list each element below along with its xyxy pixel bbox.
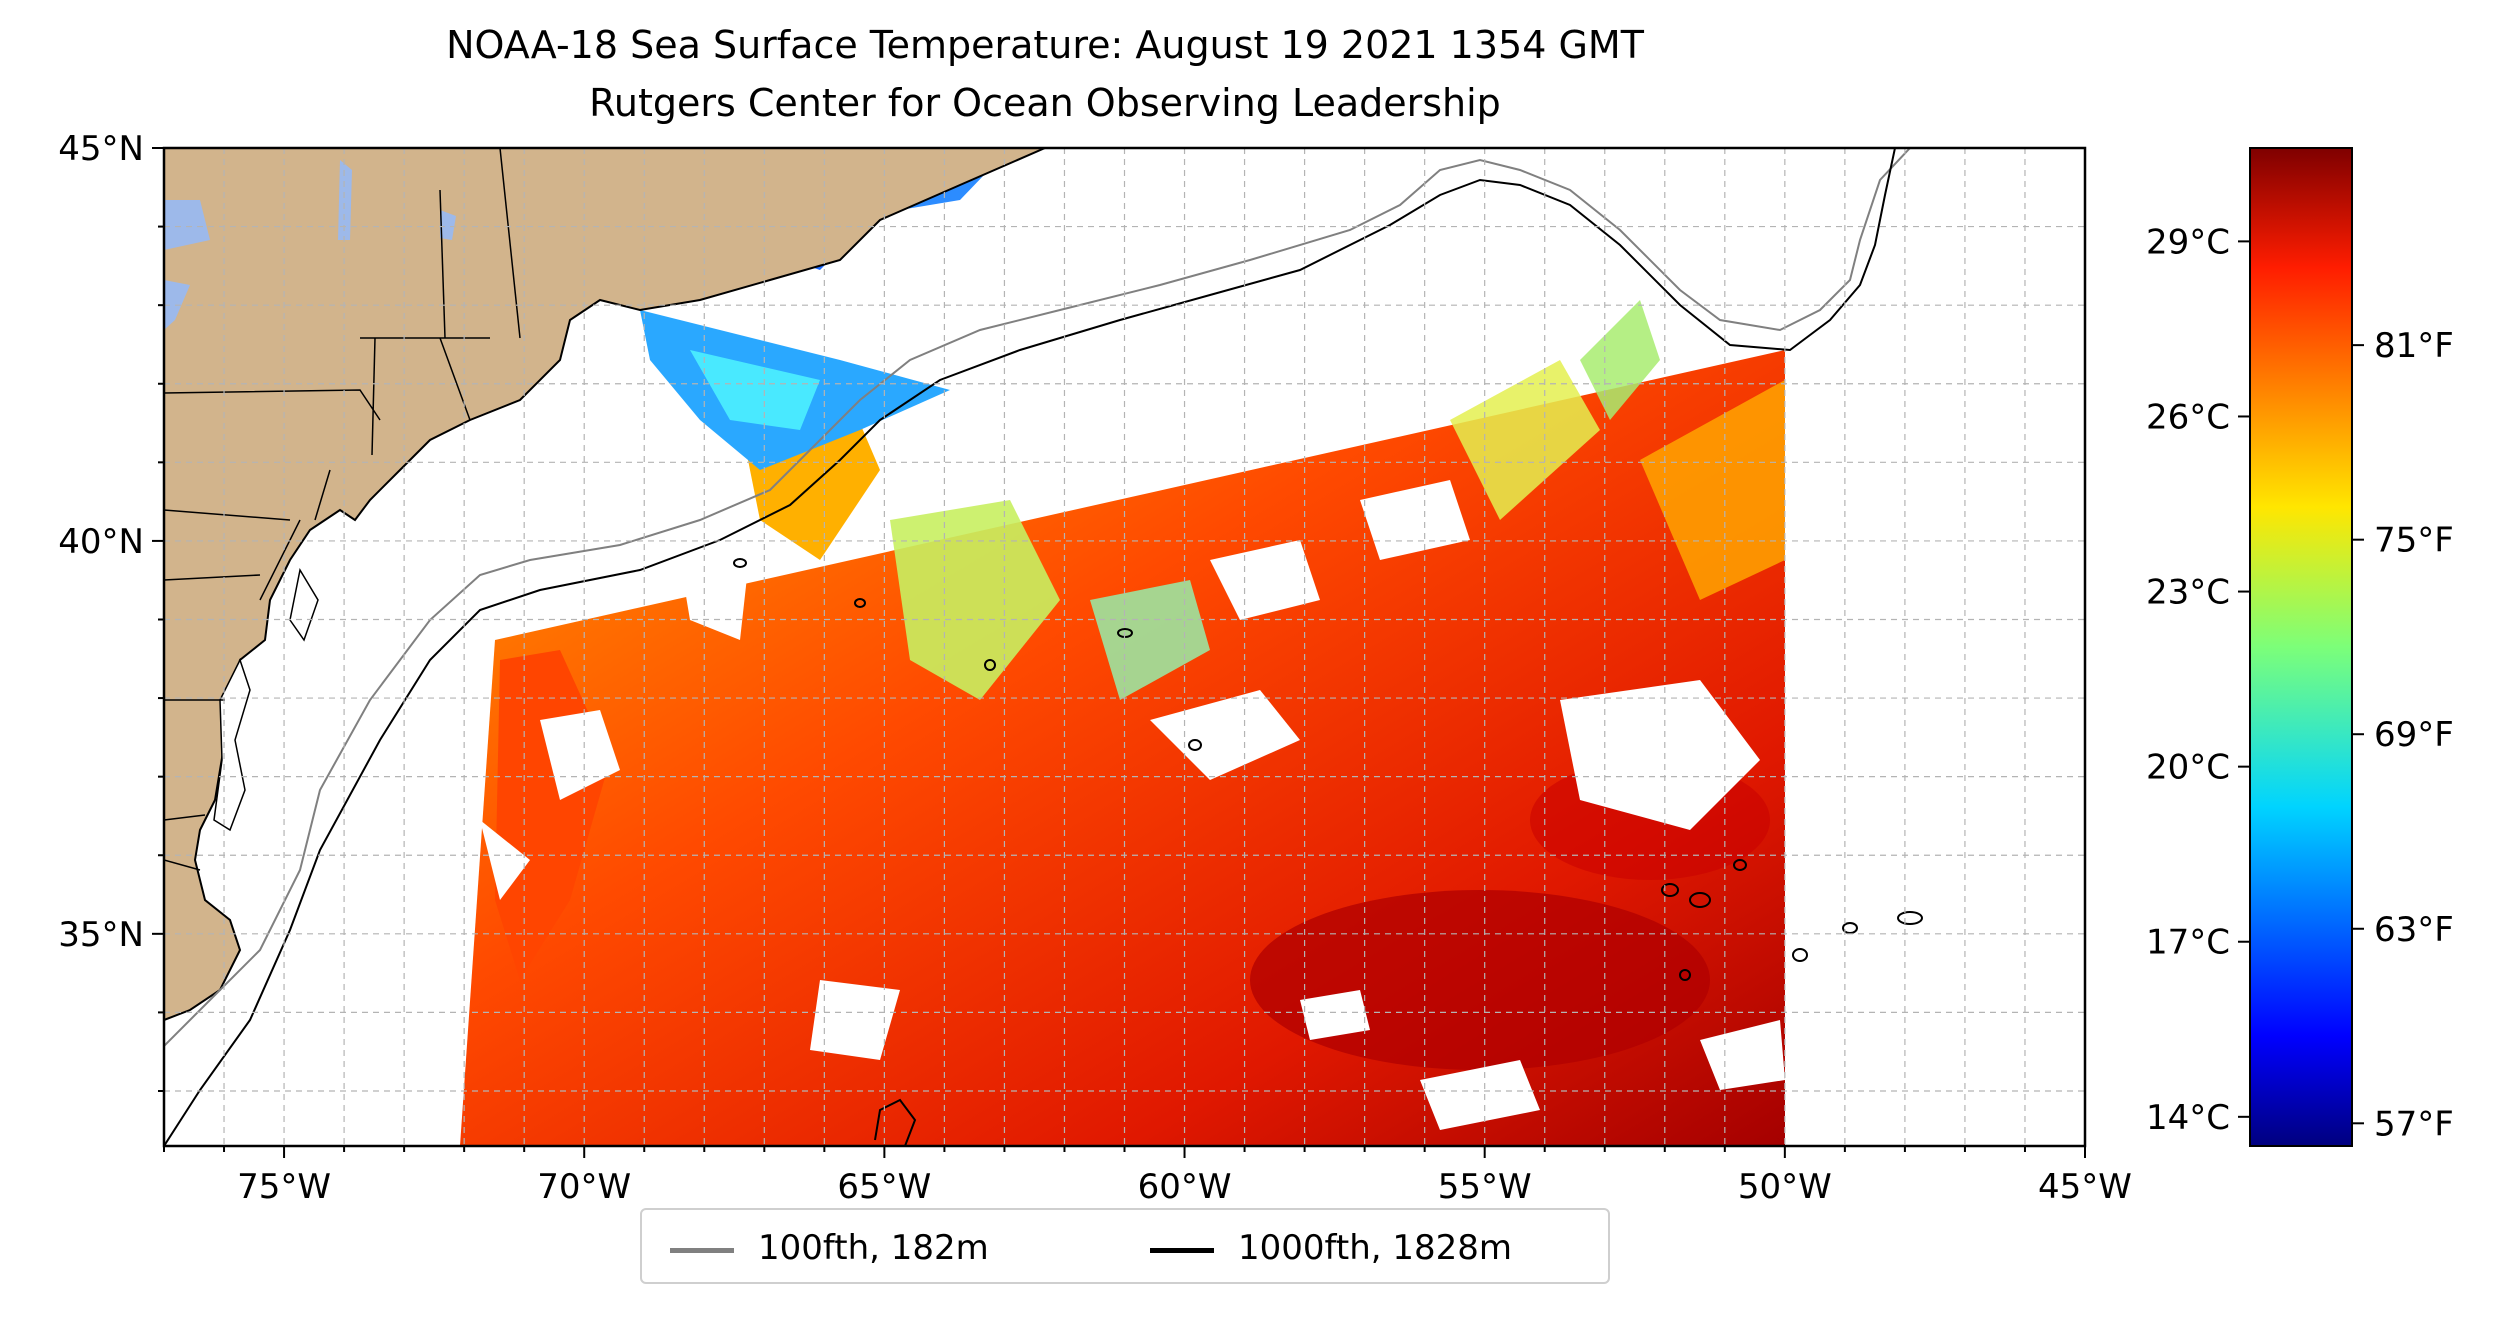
fahrenheit-tick-label: 63°F — [2374, 910, 2454, 950]
legend-swatch-1000fth — [1150, 1248, 1214, 1253]
sst-green-patch-3 — [1580, 300, 1660, 420]
lon-tick-label: 65°W — [837, 1167, 931, 1207]
isobath-legend: 100fth, 182m 1000fth, 1828m — [640, 1208, 1610, 1284]
lon-tick-label: 70°W — [537, 1167, 631, 1207]
sst-green-patch-1 — [890, 500, 1060, 700]
sst-data-layer — [460, 148, 1785, 1146]
axis-ticks: 75°W 70°W 65°W 60°W 55°W 50°W 45°W 35°N 40°N 45°N — [58, 129, 2132, 1207]
map-gridlines — [164, 148, 2085, 1146]
sst-yellow-patch — [1450, 360, 1600, 520]
lat-tick-label: 45°N — [58, 129, 144, 169]
fahrenheit-tick-label: 57°F — [2374, 1104, 2454, 1144]
chesapeake-bay — [213, 658, 251, 832]
fahrenheit-tick-label: 81°F — [2374, 326, 2454, 366]
lon-tick-label: 45°W — [2038, 1167, 2132, 1207]
celsius-tick-label: 14°C — [2146, 1098, 2230, 1138]
sst-cyan-shelf — [690, 350, 820, 430]
celsius-tick-label: 29°C — [2146, 222, 2230, 262]
fahrenheit-tick-label: 75°F — [2374, 521, 2454, 561]
celsius-tick-label: 26°C — [2146, 397, 2230, 437]
lon-tick-label: 75°W — [237, 1167, 331, 1207]
map-plot-area — [164, 148, 2085, 1146]
sst-east-yellow — [1640, 380, 1785, 600]
legend-label-1000fth: 1000fth, 1828m — [1238, 1228, 1513, 1268]
sst-green-patch-2 — [1090, 580, 1210, 700]
lon-tick-label: 60°W — [1138, 1167, 1232, 1207]
delaware-bay — [289, 567, 319, 642]
map-title: NOAA-18 Sea Surface Temperature: August … — [446, 23, 1644, 67]
isobath-100fth — [164, 148, 1911, 1047]
lon-tick-label: 50°W — [1738, 1167, 1832, 1207]
isobath-1000fth — [164, 148, 1896, 1146]
seamount-outlines — [733, 558, 1923, 1146]
colorbar-ticks: 29°C 26°C 23°C 20°C 17°C 14°C 81°F 75°F 69°F 63°F… — [2146, 222, 2454, 1144]
cloud-mask — [480, 480, 1785, 1130]
land-north-america — [164, 148, 1046, 1022]
celsius-tick-label: 23°C — [2146, 573, 2230, 613]
celsius-tick-label: 17°C — [2146, 923, 2230, 963]
legend-swatch-100fth — [670, 1248, 734, 1253]
lat-tick-label: 35°N — [58, 915, 144, 955]
lat-tick-label: 40°N — [58, 522, 144, 562]
legend-label-100fth: 100fth, 182m — [758, 1228, 989, 1268]
lon-tick-label: 55°W — [1438, 1167, 1532, 1207]
colorbar — [2249, 147, 2353, 1147]
celsius-tick-label: 20°C — [2146, 748, 2230, 788]
sst-hot-core — [1250, 890, 1710, 1070]
map-subtitle: Rutgers Center for Ocean Observing Leade… — [589, 81, 1501, 125]
state-borders — [164, 148, 521, 871]
fahrenheit-tick-label: 69°F — [2374, 715, 2454, 755]
